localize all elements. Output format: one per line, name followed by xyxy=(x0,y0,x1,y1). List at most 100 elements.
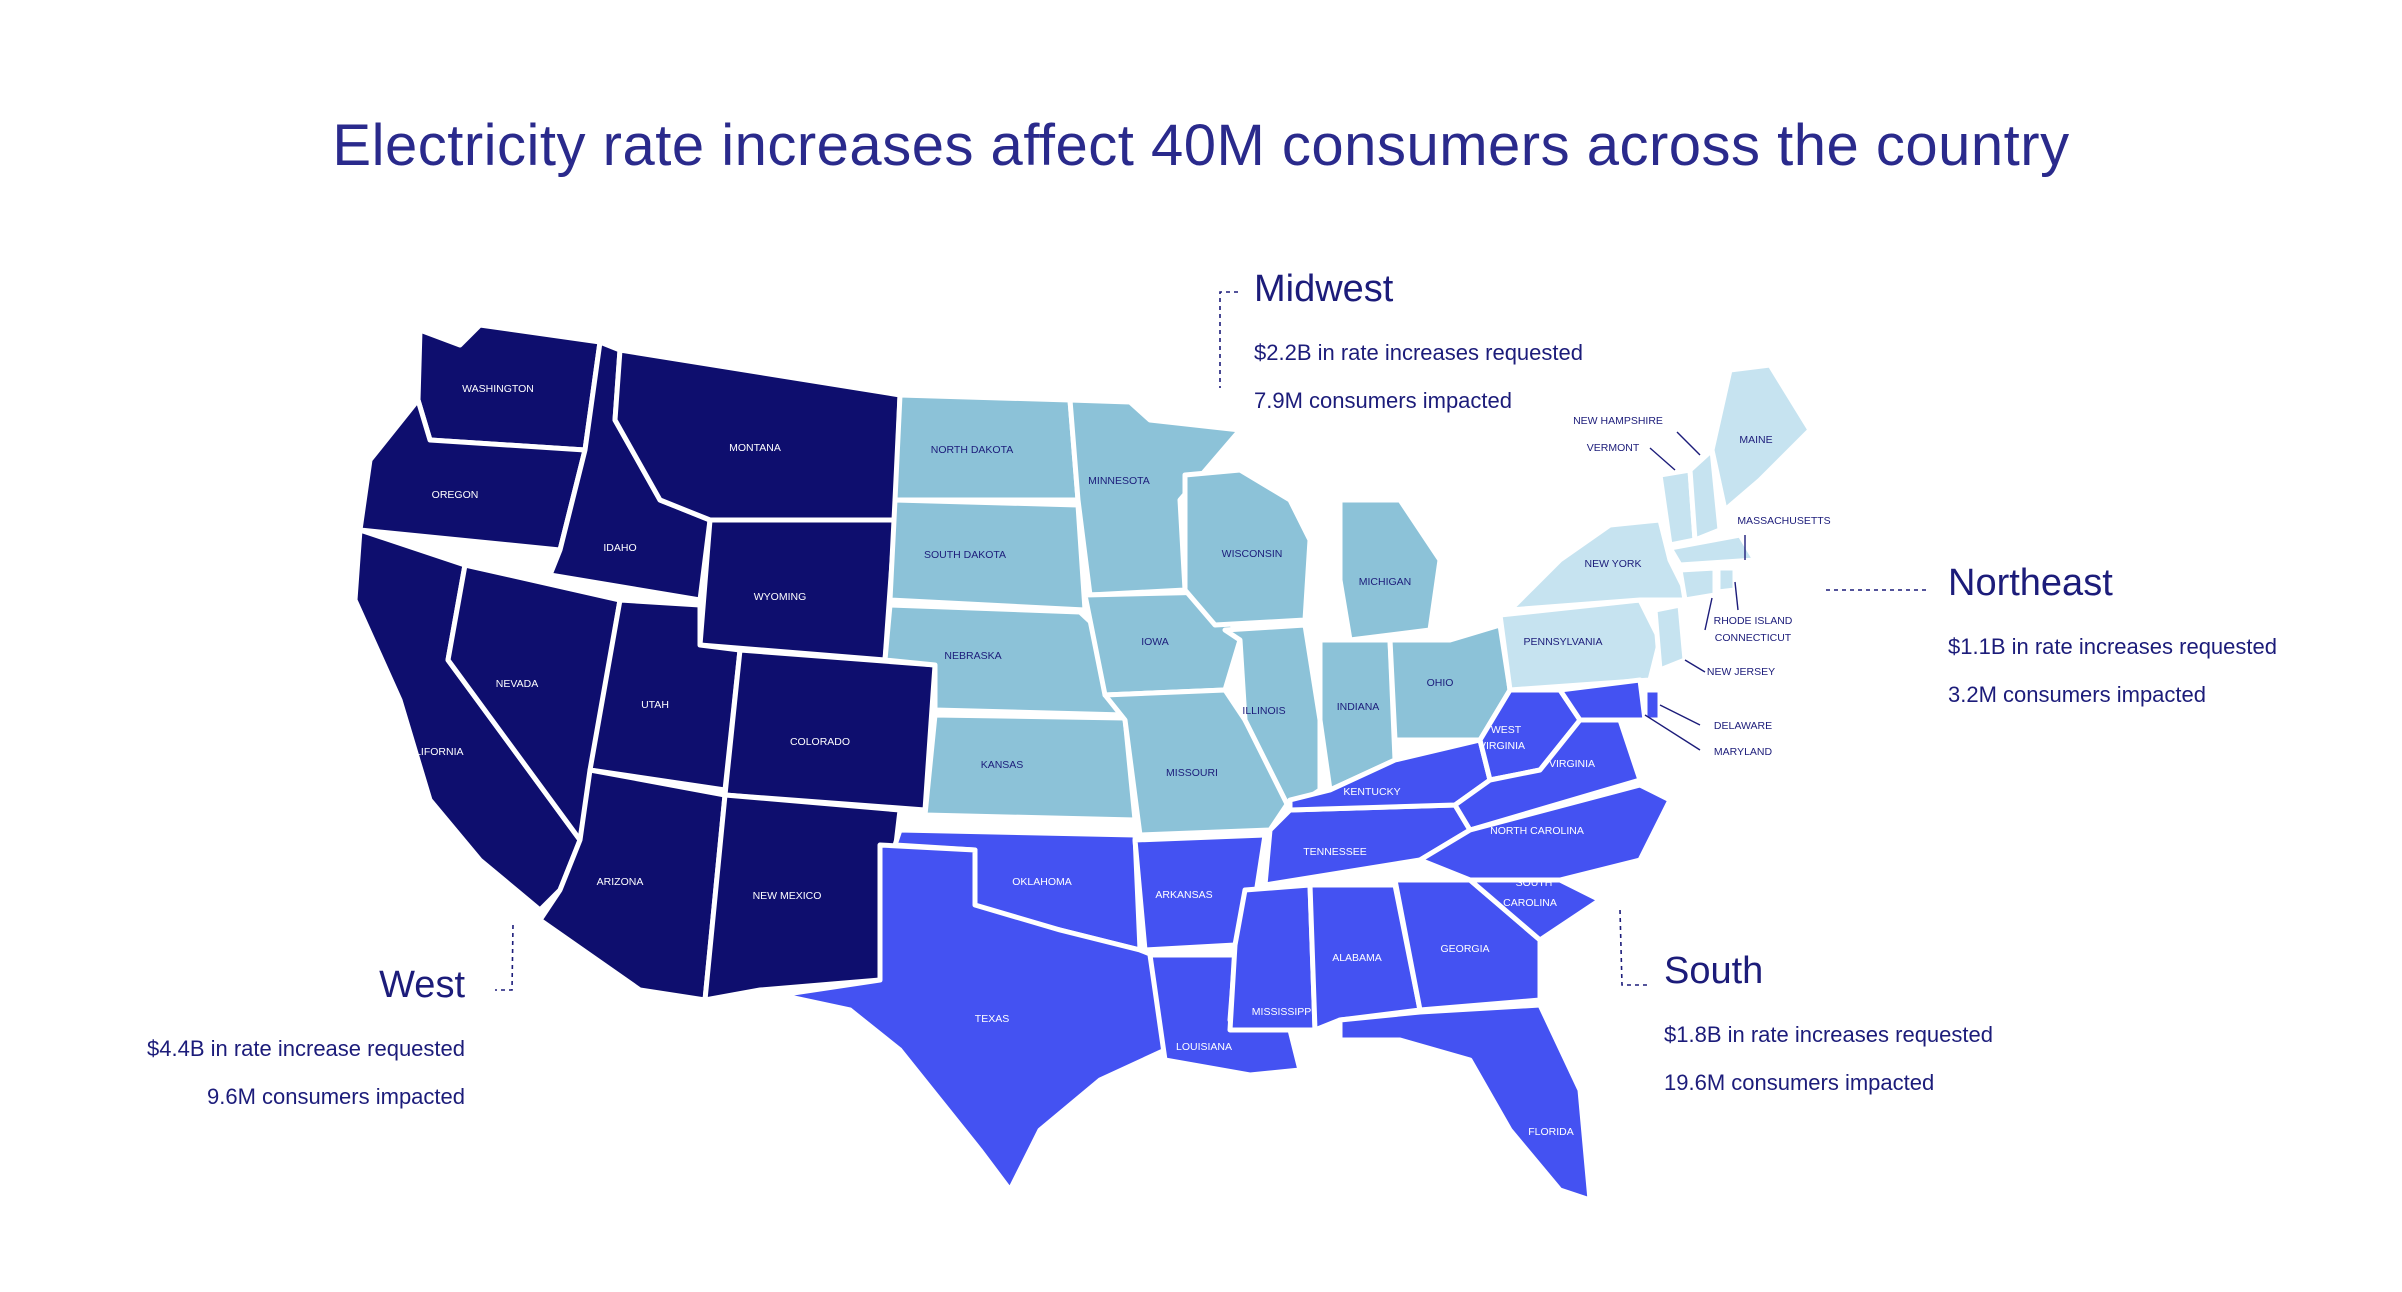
state-maine[interactable] xyxy=(1709,362,1813,513)
state-tennessee[interactable] xyxy=(1262,802,1473,888)
region-west xyxy=(352,322,938,1003)
label-south-carolina-1: SOUTH xyxy=(1516,877,1553,889)
label-oregon: OREGON xyxy=(432,489,479,501)
state-south-carolina[interactable] xyxy=(1467,877,1603,943)
state-rhode-island[interactable] xyxy=(1715,565,1738,595)
state-new-york[interactable] xyxy=(1507,517,1693,613)
region-west-stat-consumers: 9.6M consumers impacted xyxy=(207,1084,465,1109)
label-tennessee: TENNESSEE xyxy=(1303,846,1367,858)
label-colorado: COLORADO xyxy=(790,736,850,748)
region-south-name: South xyxy=(1664,950,1764,992)
state-wisconsin[interactable] xyxy=(1182,467,1313,628)
label-arizona: ARIZONA xyxy=(597,876,644,888)
label-washington: WASHINGTON xyxy=(462,383,534,395)
page-title: Electricity rate increases affect 40M co… xyxy=(332,113,2070,178)
label-rhode-island: RHODE ISLAND xyxy=(1714,615,1793,627)
region-midwest-name: Midwest xyxy=(1254,268,1394,310)
state-colorado[interactable] xyxy=(722,647,938,813)
label-south-carolina-2: CAROLINA xyxy=(1503,897,1557,909)
state-virginia[interactable] xyxy=(1452,717,1643,833)
south-callout-line xyxy=(1619,909,1648,986)
label-maryland: MARYLAND xyxy=(1714,746,1773,758)
state-nebraska[interactable] xyxy=(882,602,1128,718)
label-virginia: VIRGINIA xyxy=(1549,758,1595,770)
leader-maryland xyxy=(1644,714,1701,751)
leader-new-jersey xyxy=(1684,659,1706,673)
label-kansas: KANSAS xyxy=(981,759,1024,771)
west-callout-line xyxy=(495,924,514,991)
label-connecticut: CONNECTICUT xyxy=(1715,632,1792,644)
region-midwest-stat-consumers: 7.9M consumers impacted xyxy=(1254,388,1512,413)
label-delaware: DELAWARE xyxy=(1714,720,1772,732)
label-idaho: IDAHO xyxy=(603,542,636,554)
leader-rhode-island xyxy=(1734,581,1739,611)
leader-new-hampshire xyxy=(1676,431,1701,456)
leader-vermont xyxy=(1649,447,1676,471)
region-south-info: South $1.8B in rate increases requested … xyxy=(1664,950,1993,1107)
leader-connecticut xyxy=(1704,597,1713,631)
label-oklahoma: OKLAHOMA xyxy=(1012,876,1072,888)
label-wisconsin: WISCONSIN xyxy=(1222,548,1283,560)
label-montana: MONTANA xyxy=(729,442,781,454)
label-louisiana: LOUISIANA xyxy=(1176,1041,1232,1053)
label-florida: FLORIDA xyxy=(1528,1126,1574,1138)
label-new-mexico: NEW MEXICO xyxy=(753,890,822,902)
region-south xyxy=(777,677,1673,1203)
state-kansas[interactable] xyxy=(922,712,1138,823)
region-west-name: West xyxy=(379,964,465,1006)
state-labels: WASHINGTON OREGON CALIFORNIA NEVADA IDAH… xyxy=(400,383,1772,1138)
label-north-carolina: NORTH CAROLINA xyxy=(1490,825,1584,837)
region-northeast-name: Northeast xyxy=(1948,562,2113,604)
state-connecticut[interactable] xyxy=(1677,565,1718,603)
region-south-stat-consumers: 19.6M consumers impacted xyxy=(1664,1070,1935,1095)
label-texas: TEXAS xyxy=(975,1013,1009,1025)
label-new-jersey: NEW JERSEY xyxy=(1707,666,1775,678)
region-midwest-stat-rate: $2.2B in rate increases requested xyxy=(1254,340,1583,365)
state-wyoming[interactable] xyxy=(697,517,898,663)
state-minnesota[interactable] xyxy=(1067,397,1243,598)
label-michigan: MICHIGAN xyxy=(1359,576,1412,588)
state-missouri[interactable] xyxy=(1102,687,1293,838)
label-california: CALIFORNIA xyxy=(400,746,463,758)
state-new-hampshire[interactable] xyxy=(1687,447,1723,543)
label-vermont: VERMONT xyxy=(1587,442,1640,454)
label-massachusetts: MASSACHUSETTS xyxy=(1737,515,1830,527)
region-west-stat-rate: $4.4B in rate increase requested xyxy=(147,1036,465,1061)
label-new-york: NEW YORK xyxy=(1585,558,1642,570)
label-south-dakota: SOUTH DAKOTA xyxy=(924,549,1006,561)
label-ohio: OHIO xyxy=(1427,677,1454,689)
region-northeast-stat-rate: $1.1B in rate increases requested xyxy=(1948,634,2277,659)
state-delaware[interactable] xyxy=(1642,687,1663,723)
state-texas[interactable] xyxy=(777,842,1168,1193)
midwest-callout-line xyxy=(1219,291,1238,388)
state-new-jersey[interactable] xyxy=(1652,602,1688,673)
state-maryland[interactable] xyxy=(1557,677,1648,723)
state-new-mexico[interactable] xyxy=(702,792,903,1003)
state-michigan[interactable] xyxy=(1337,497,1443,643)
state-georgia[interactable] xyxy=(1392,877,1543,1013)
label-mississippi: MISSISSIPPI xyxy=(1252,1006,1314,1018)
label-nebraska: NEBRASKA xyxy=(944,650,1001,662)
northeast-leaders: NEW HAMPSHIRE VERMONT MASSACHUSETTS RHOD… xyxy=(1573,415,1831,758)
label-west-virginia-1: WEST xyxy=(1491,724,1522,736)
label-maine: MAINE xyxy=(1739,434,1772,446)
region-northeast-info: Northeast $1.1B in rate increases reques… xyxy=(1948,562,2277,719)
region-northeast-stat-consumers: 3.2M consumers impacted xyxy=(1948,682,2206,707)
label-new-hampshire: NEW HAMPSHIRE xyxy=(1573,415,1663,427)
state-south-dakota[interactable] xyxy=(887,497,1088,613)
label-minnesota: MINNESOTA xyxy=(1088,475,1150,487)
state-massachusetts[interactable] xyxy=(1667,532,1758,568)
leader-delaware xyxy=(1659,704,1701,726)
label-georgia: GEORGIA xyxy=(1440,943,1489,955)
state-florida[interactable] xyxy=(1337,1002,1593,1203)
region-midwest xyxy=(882,392,1513,838)
label-west-virginia-2: VIRGINIA xyxy=(1479,740,1525,752)
label-illinois: ILLINOIS xyxy=(1242,705,1285,717)
label-nevada: NEVADA xyxy=(496,678,538,690)
region-south-stat-rate: $1.8B in rate increases requested xyxy=(1664,1022,1993,1047)
label-pennsylvania: PENNSYLVANIA xyxy=(1524,636,1603,648)
state-montana[interactable] xyxy=(612,347,903,523)
state-north-carolina[interactable] xyxy=(1417,782,1673,883)
state-mississippi[interactable] xyxy=(1227,882,1318,1033)
